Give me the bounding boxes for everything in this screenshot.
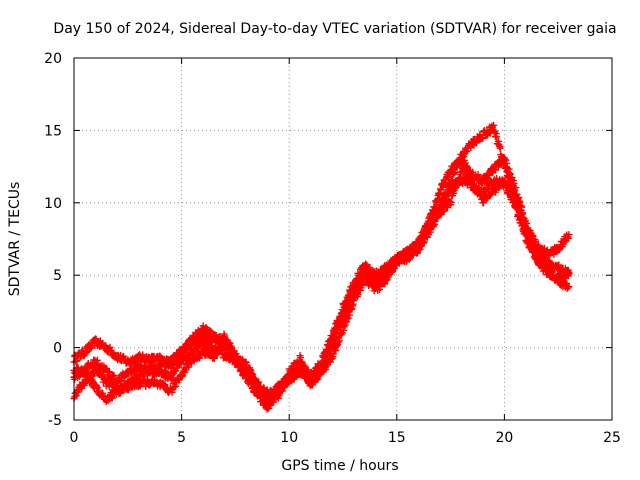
data-point <box>565 231 573 239</box>
data-point <box>232 350 240 358</box>
data-point <box>474 171 482 179</box>
data-point <box>270 398 278 406</box>
data-point <box>328 339 336 347</box>
data-point <box>335 337 343 345</box>
x-tick-label: 5 <box>177 430 186 446</box>
x-tick-label: 25 <box>603 430 621 446</box>
y-tick-label: -5 <box>48 413 62 429</box>
data-point <box>431 212 439 220</box>
x-tick-label: 15 <box>388 430 406 446</box>
data-point <box>493 133 501 141</box>
series-trace-4 <box>70 121 573 412</box>
x-tick-label: 20 <box>495 430 513 446</box>
y-tick-label: 15 <box>44 123 62 139</box>
data-point <box>521 221 529 229</box>
data-point <box>469 177 477 185</box>
data-point <box>170 383 178 391</box>
plot-frame <box>73 57 613 421</box>
data-point <box>442 191 450 199</box>
y-tick-label: 10 <box>44 196 62 212</box>
data-point <box>565 270 573 278</box>
data-point <box>93 356 101 364</box>
data-point <box>456 158 464 166</box>
data-point <box>447 199 455 207</box>
x-tick-label: 0 <box>70 430 79 446</box>
data-point <box>193 338 201 346</box>
data-point <box>319 364 327 372</box>
data-point <box>383 270 391 278</box>
data-point <box>85 371 93 379</box>
data-point <box>565 283 573 291</box>
data-points <box>70 121 573 413</box>
data-point <box>524 229 532 237</box>
data-point <box>517 206 525 214</box>
y-tick-label: 0 <box>53 341 62 357</box>
data-point <box>496 144 504 152</box>
data-point <box>341 306 349 314</box>
data-point <box>490 121 498 129</box>
chart-title: Day 150 of 2024, Sidereal Day-to-day VTE… <box>53 21 616 37</box>
x-tick-label: 10 <box>280 430 298 446</box>
data-point <box>491 166 499 174</box>
axis-ticks: 0 5 10 15 20 25 -5 0 5 10 15 20 <box>44 51 621 446</box>
data-point <box>499 154 507 162</box>
y-tick-label: 5 <box>53 268 62 284</box>
data-point <box>440 207 448 215</box>
data-point <box>479 199 487 207</box>
y-axis-label: SDTVAR / TECUs <box>7 182 23 297</box>
data-point <box>110 372 118 380</box>
data-point <box>301 368 309 376</box>
data-point <box>251 378 259 386</box>
x-axis-label: GPS time / hours <box>281 458 398 474</box>
y-tick-label: 20 <box>44 51 62 67</box>
data-point <box>520 215 528 223</box>
